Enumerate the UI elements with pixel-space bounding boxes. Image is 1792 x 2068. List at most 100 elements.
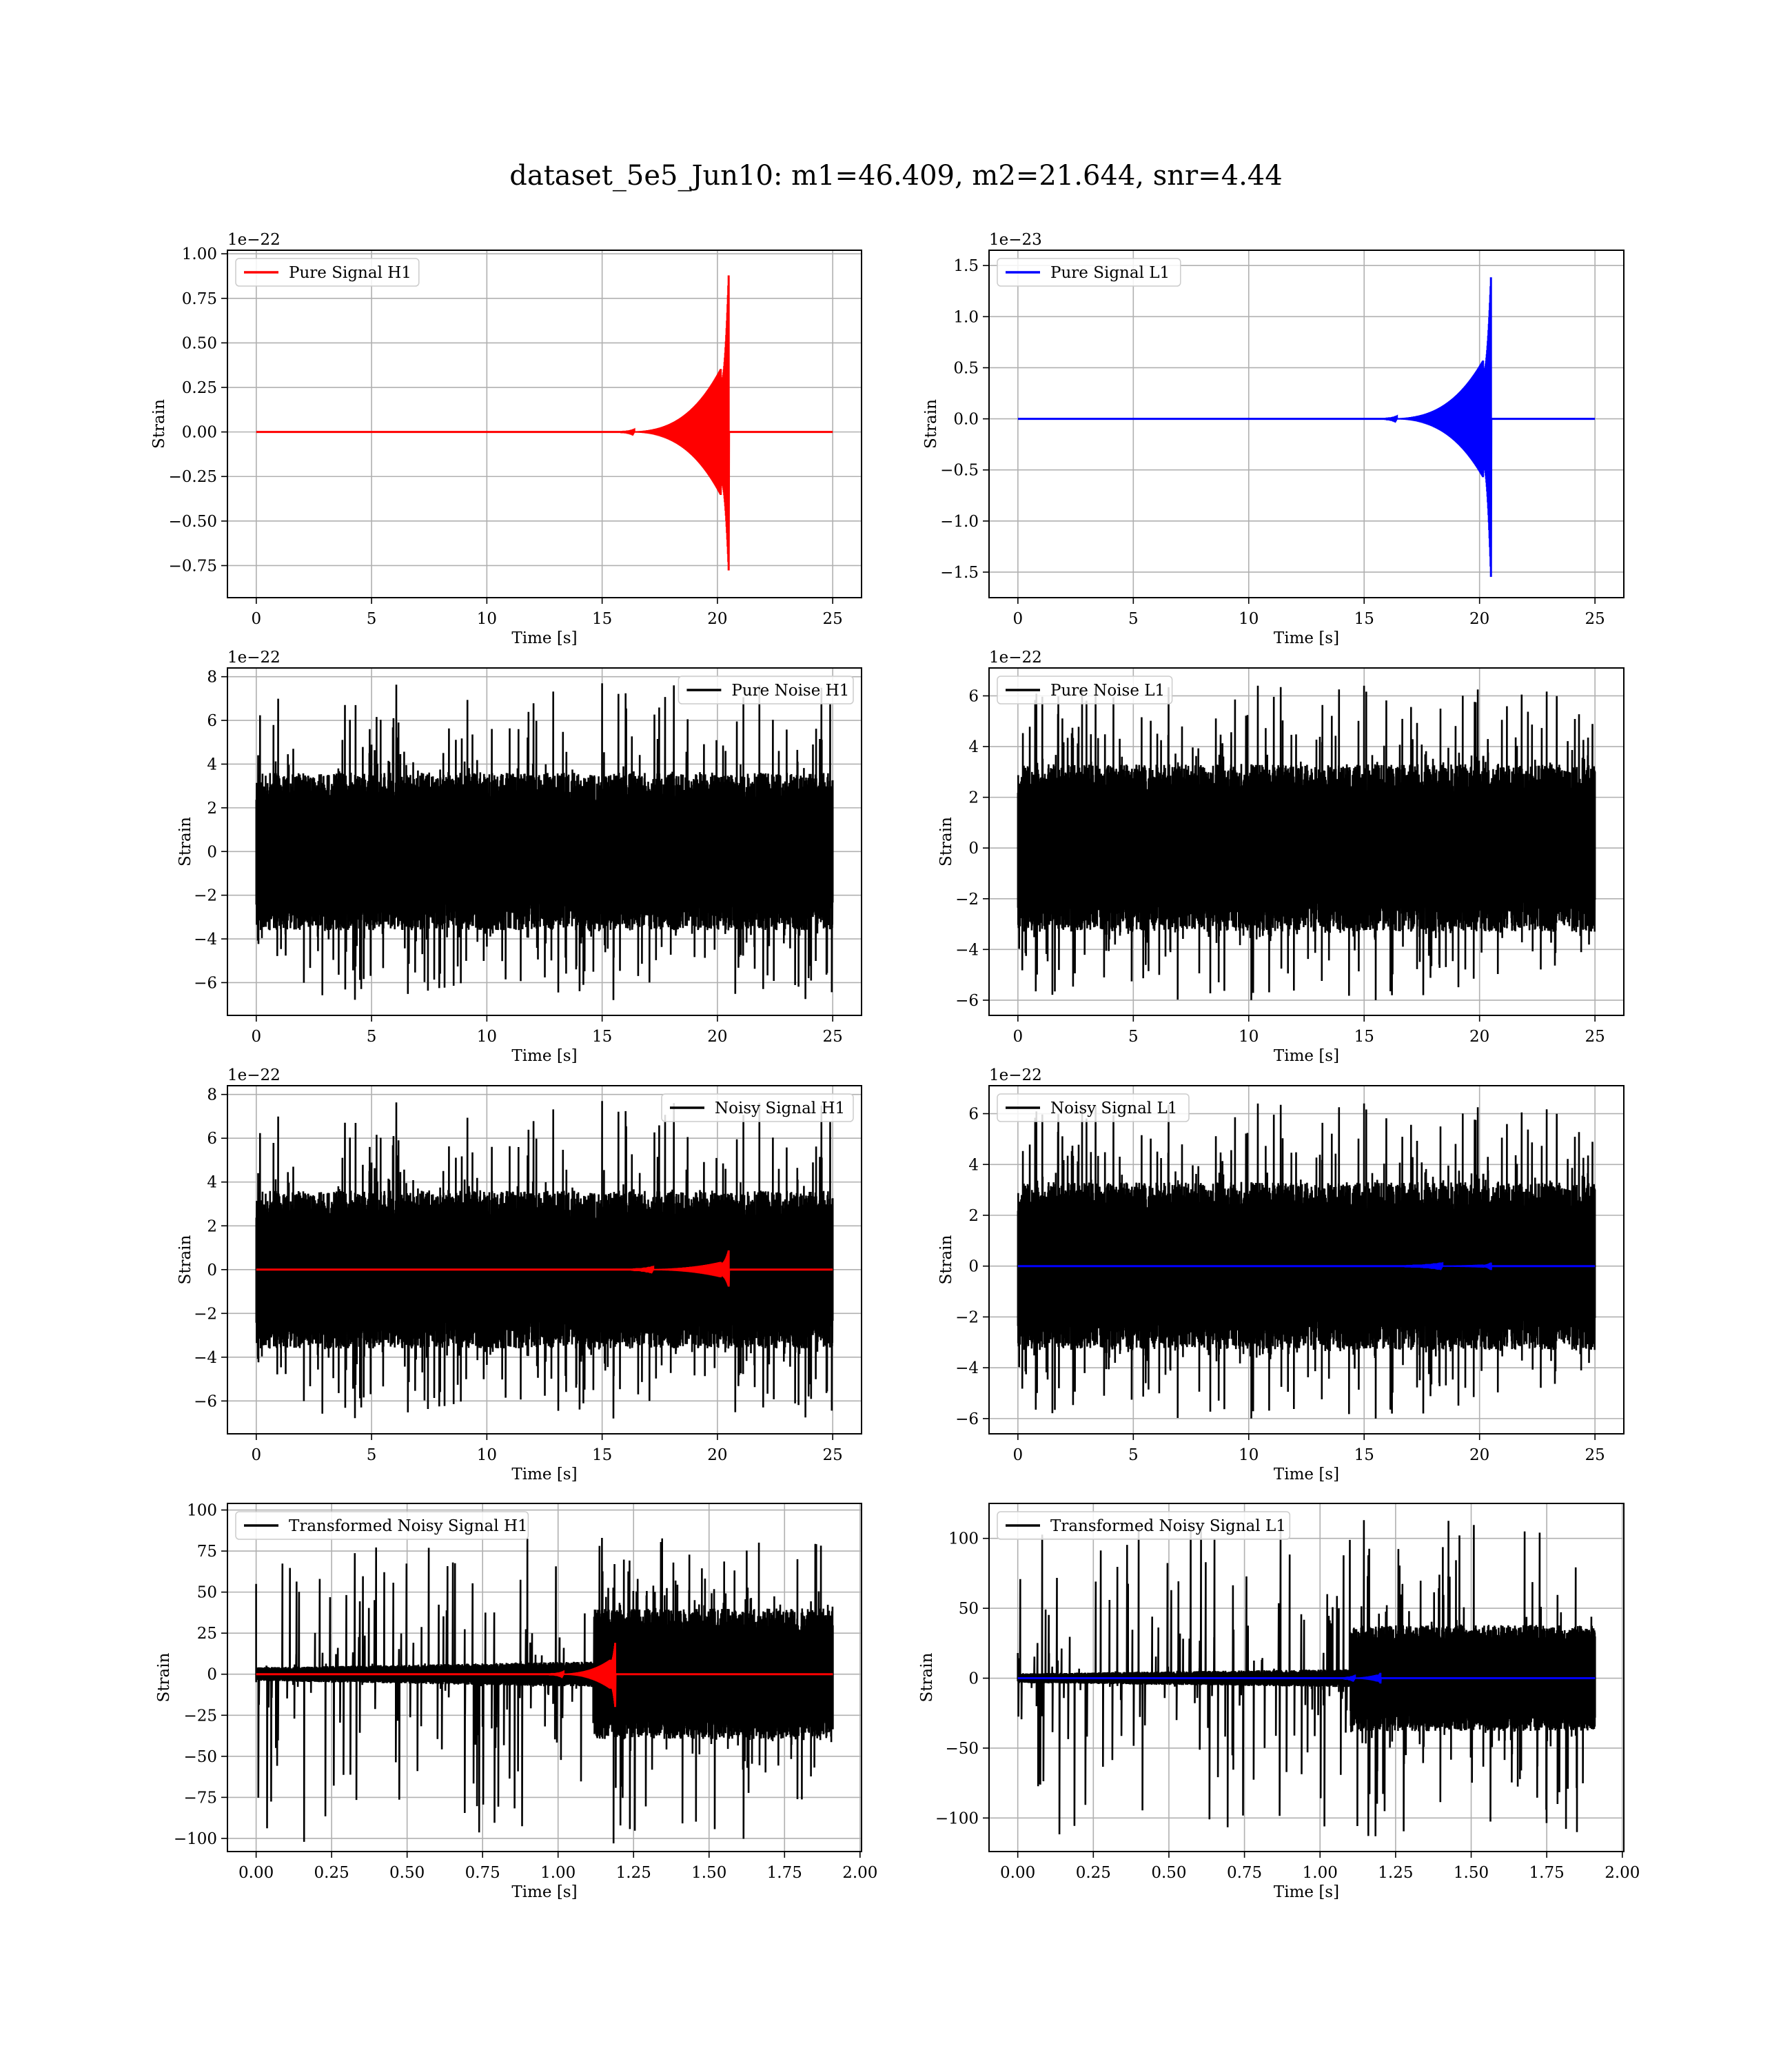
- y-tick-label: 2: [968, 789, 979, 807]
- legend-label: Pure Noise H1: [731, 682, 849, 700]
- legend: Noisy Signal L1: [997, 1093, 1190, 1122]
- x-tick-label: 25: [823, 610, 843, 628]
- series-layer: [1017, 685, 1596, 1000]
- y-tick-label: 0: [207, 843, 217, 861]
- y-tick-label: −4: [194, 1349, 217, 1367]
- x-axis-label: Time [s]: [1274, 629, 1339, 647]
- x-tick-label: 1.00: [1303, 1864, 1338, 1882]
- y-tick-label: 0: [968, 840, 979, 858]
- x-tick-label: 0: [1013, 610, 1024, 628]
- legend: Transformed Noisy Signal H1: [235, 1511, 529, 1540]
- x-tick-label: 20: [1469, 1028, 1489, 1046]
- y-tick-label: 8: [207, 669, 217, 687]
- y-axis-label: Strain: [937, 817, 955, 866]
- y-tick-label: −6: [955, 1410, 979, 1428]
- y-tick-label: −0.50: [169, 513, 217, 531]
- series-1-transformed-signal-h1: [256, 1643, 833, 1707]
- x-tick-label: 15: [1354, 1028, 1374, 1046]
- x-tick-label: 20: [707, 1028, 727, 1046]
- y-tick-label: 4: [207, 1174, 217, 1192]
- y-tick-label: 0.50: [182, 334, 217, 352]
- y-tick-label: −100: [935, 1810, 979, 1827]
- y-tick-label: −50: [183, 1748, 217, 1766]
- subplot-4: 0 5 10 15 20 25 −6 −4 −2 0 2 4 6 Time [s] Strain 1e−22 P…: [937, 649, 1625, 1065]
- legend-box: [235, 258, 420, 287]
- y-axis-label: Strain: [922, 399, 940, 449]
- legend-label: Pure Signal L1: [1050, 264, 1170, 282]
- y-tick-label: 2: [207, 800, 217, 818]
- x-tick-label: 25: [823, 1028, 843, 1046]
- y-tick-label: 0: [968, 1670, 979, 1688]
- x-axis-label: Time [s]: [1274, 1047, 1339, 1065]
- x-tick-label: 20: [1469, 1446, 1489, 1464]
- y-tick-label: −0.25: [169, 468, 217, 486]
- subplot-8: 0.00 0.25 0.50 0.75 1.00 1.25 1.50 1.75 2.00 −100…: [918, 1503, 1640, 1901]
- y-tick-label: −4: [194, 931, 217, 949]
- x-tick-label: 1.75: [1529, 1864, 1565, 1882]
- y-tick-label: 6: [207, 1130, 217, 1148]
- legend-label: Transformed Noisy Signal H1: [289, 1517, 528, 1535]
- x-axis-label: Time [s]: [511, 629, 577, 647]
- legend-box: [997, 1093, 1190, 1122]
- axes-frame: [227, 1503, 862, 1852]
- y-tick-label: 4: [207, 756, 217, 773]
- y-tick-label: −100: [174, 1830, 217, 1848]
- y-tick-label: −4: [955, 1359, 979, 1377]
- legend-box: [997, 258, 1181, 287]
- axis-offset-text: 1e−22: [227, 1066, 281, 1084]
- y-tick-label: 0.0: [953, 411, 979, 429]
- y-tick-label: −6: [194, 974, 217, 992]
- x-tick-label: 25: [1585, 1446, 1605, 1464]
- y-tick-label: 6: [968, 1106, 979, 1124]
- y-tick-label: 4: [968, 1156, 979, 1174]
- y-tick-label: 1.5: [953, 257, 979, 275]
- y-tick-label: 100: [948, 1530, 979, 1548]
- y-tick-label: −1.0: [940, 513, 979, 531]
- y-tick-label: 0: [207, 1261, 217, 1279]
- subplot-1: 0 5 10 15 20 25 −0.75 −0.50 −0.25 0.00 0.25 0.50 0.7…: [150, 231, 862, 647]
- x-tick-label: 10: [477, 610, 497, 628]
- legend-label: Pure Noise L1: [1050, 682, 1165, 700]
- y-tick-label: 0.00: [182, 424, 217, 442]
- y-tick-label: −6: [955, 992, 979, 1010]
- x-tick-label: 20: [707, 1446, 727, 1464]
- x-tick-label: 0.00: [1000, 1864, 1035, 1882]
- series-layer: [255, 683, 834, 1000]
- x-tick-label: 1.25: [616, 1864, 651, 1882]
- series-1-transformed-signal-l1: [1017, 1672, 1596, 1684]
- legend: Pure Noise L1: [997, 676, 1173, 704]
- x-tick-label: 0.75: [465, 1864, 500, 1882]
- x-tick-label: 10: [477, 1028, 497, 1046]
- subplot-3: 0 5 10 15 20 25 −6 −4 −2 0 2 4 6 8 Time [s] Strain 1e−22…: [176, 649, 862, 1065]
- y-tick-label: 0: [207, 1666, 217, 1684]
- legend: Transformed Noisy Signal L1: [997, 1511, 1291, 1540]
- subplot-grid: 0 5 10 15 20 25−0.75−0.50−0.250.000.250.500.7…: [150, 231, 1640, 1901]
- x-tick-label: 0.50: [1151, 1864, 1186, 1882]
- x-tick-label: 15: [592, 610, 612, 628]
- y-tick-label: −75: [183, 1789, 217, 1807]
- x-tick-label: 15: [592, 1028, 612, 1046]
- x-axis-label: Time [s]: [511, 1047, 577, 1065]
- y-tick-label: −6: [194, 1392, 217, 1410]
- y-tick-label: 4: [968, 738, 979, 756]
- axes-frame: [988, 1503, 1625, 1852]
- y-tick-label: −25: [183, 1707, 217, 1725]
- y-tick-label: 50: [959, 1600, 979, 1618]
- y-tick-label: −0.75: [169, 557, 217, 575]
- y-tick-label: 1.00: [182, 245, 217, 263]
- series-1-pure-signal-l1: [1017, 1261, 1596, 1270]
- y-tick-label: 6: [207, 712, 217, 730]
- x-tick-label: 25: [1585, 1028, 1605, 1046]
- legend-box: [997, 1511, 1291, 1540]
- x-tick-label: 15: [1354, 610, 1374, 628]
- y-tick-label: 8: [207, 1086, 217, 1104]
- x-tick-label: 25: [1585, 610, 1605, 628]
- y-tick-label: −50: [945, 1740, 979, 1758]
- y-tick-label: 0: [968, 1258, 979, 1276]
- legend-label: Transformed Noisy Signal L1: [1050, 1517, 1286, 1535]
- legend-box: [997, 676, 1173, 704]
- x-tick-label: 0.25: [314, 1864, 349, 1882]
- axis-offset-text: 1e−22: [989, 1066, 1042, 1084]
- y-tick-label: −0.5: [940, 462, 979, 480]
